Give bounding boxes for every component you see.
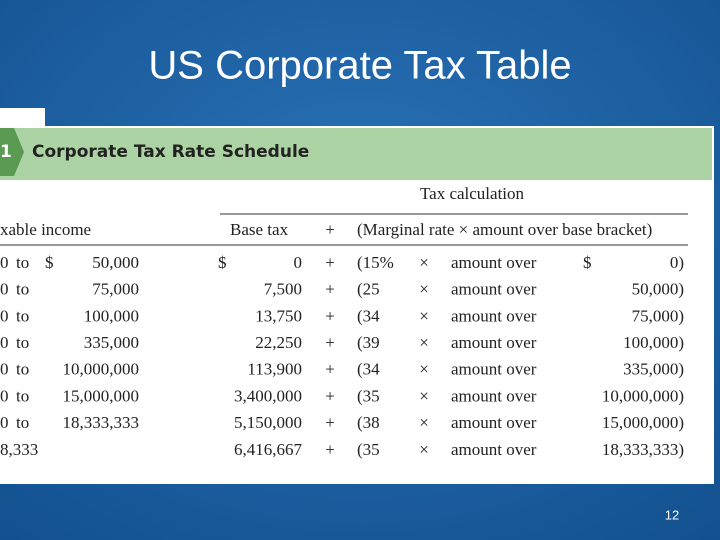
cell: amount over	[451, 386, 537, 405]
col-header: (Marginal rate × amount over base bracke…	[357, 220, 652, 239]
table-panel	[0, 126, 714, 484]
cell: 0	[294, 253, 303, 272]
cell: to	[16, 253, 29, 272]
table-number: 1	[0, 142, 12, 162]
cell: +	[325, 306, 335, 325]
cell: to	[16, 360, 29, 379]
col-header: +	[325, 220, 335, 239]
cell: ×	[419, 253, 429, 272]
cell: amount over	[451, 333, 537, 352]
cell: ×	[419, 333, 429, 352]
cell: 3,400,000	[234, 386, 302, 405]
cell: (35	[357, 386, 380, 405]
corner-box	[0, 108, 45, 130]
cell: (39	[357, 333, 380, 352]
cell: +	[325, 386, 335, 405]
cell: 335,000)	[623, 360, 684, 379]
cell: amount over	[451, 440, 537, 459]
cell: to	[16, 333, 29, 352]
cell: (38	[357, 413, 380, 432]
cell: +	[325, 333, 335, 352]
cell: 75,000)	[632, 306, 684, 325]
cell: amount over	[451, 360, 537, 379]
cell: 22,250	[255, 333, 302, 352]
cell: 0)	[670, 253, 684, 272]
cell: 18,333,333)	[602, 440, 684, 459]
col-header: Base tax	[230, 220, 289, 239]
cell: $	[583, 253, 592, 272]
table-caption: Corporate Tax Rate Schedule	[32, 142, 309, 162]
cell: (35	[357, 440, 380, 459]
number-chevron	[0, 128, 24, 176]
cell: 8,333	[0, 440, 38, 459]
cell: 0	[0, 360, 9, 379]
cell: 15,000,000)	[602, 413, 684, 432]
cell: $	[218, 253, 227, 272]
cell: amount over	[451, 280, 537, 299]
cell: 18,333,333	[63, 413, 140, 432]
cell: +	[325, 360, 335, 379]
cell: 15,000,000	[63, 386, 140, 405]
cell: 7,500	[264, 280, 302, 299]
cell: 0	[0, 253, 9, 272]
cell: 5,150,000	[234, 413, 302, 432]
cell: 335,000	[84, 333, 139, 352]
cell: amount over	[451, 413, 537, 432]
cell: +	[325, 280, 335, 299]
page-number: 12	[665, 507, 679, 522]
col-header: xable income	[0, 220, 91, 239]
cell: 13,750	[255, 306, 302, 325]
cell: 50,000)	[632, 280, 684, 299]
cell: to	[16, 280, 29, 299]
cell: $	[45, 253, 54, 272]
cell: +	[325, 440, 335, 459]
cell: 113,900	[247, 360, 302, 379]
cell: to	[16, 386, 29, 405]
cell: 100,000	[84, 306, 139, 325]
cell: ×	[419, 440, 429, 459]
cell: ×	[419, 280, 429, 299]
cell: +	[325, 413, 335, 432]
caption-band	[0, 128, 712, 180]
cell: (34	[357, 306, 380, 325]
cell: 0	[0, 306, 9, 325]
cell: ×	[419, 306, 429, 325]
cell: amount over	[451, 306, 537, 325]
cell: 10,000,000)	[602, 386, 684, 405]
cell: +	[325, 253, 335, 272]
cell: 0	[0, 386, 9, 405]
cell: ×	[419, 360, 429, 379]
cell: amount over	[451, 253, 537, 272]
cell: to	[16, 413, 29, 432]
cell: to	[16, 306, 29, 325]
slide-title: US Corporate Tax Table	[148, 44, 571, 88]
cell: 75,000	[92, 280, 139, 299]
cell: 0	[0, 280, 9, 299]
group-header: Tax calculation	[420, 184, 525, 203]
cell: (25	[357, 280, 380, 299]
cell: ×	[419, 413, 429, 432]
cell: (34	[357, 360, 380, 379]
cell: 0	[0, 333, 9, 352]
cell: ×	[419, 386, 429, 405]
cell: 6,416,667	[234, 440, 303, 459]
cell: 0	[0, 413, 9, 432]
cell: 100,000)	[623, 333, 684, 352]
cell: (15%	[357, 253, 394, 272]
cell: 50,000	[92, 253, 139, 272]
cell: 10,000,000	[63, 360, 140, 379]
